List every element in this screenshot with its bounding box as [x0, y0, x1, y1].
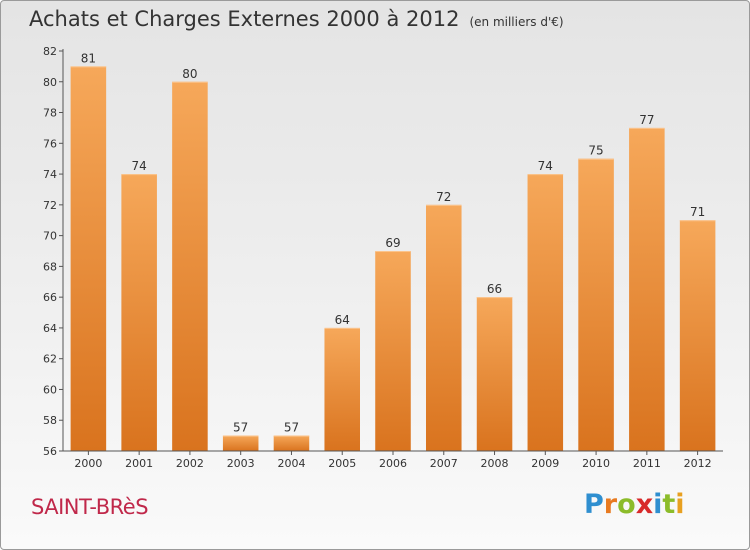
logo-letter: i [675, 489, 685, 520]
bar-value-label: 57 [233, 421, 248, 435]
x-tick-label: 2001 [125, 457, 153, 470]
logo-letter: x [635, 489, 654, 520]
chart-title: Achats et Charges Externes 2000 à 2012 (e… [29, 7, 564, 31]
y-tick-label: 82 [43, 45, 57, 58]
x-tick-label: 2002 [176, 457, 204, 470]
logo-letter: o [617, 489, 636, 520]
x-tick-label: 2000 [74, 457, 102, 470]
bar-value-label: 74 [132, 159, 147, 173]
bar [172, 81, 208, 452]
y-tick-label: 64 [43, 322, 57, 335]
x-tick-label: 2012 [684, 457, 712, 470]
place-name: SAINT-BRèS [31, 495, 149, 519]
bar-value-label: 80 [182, 67, 197, 81]
y-tick-label: 76 [43, 137, 57, 150]
bar [679, 220, 716, 451]
y-tick-label: 80 [43, 76, 57, 89]
bar-value-label: 69 [385, 236, 400, 250]
y-tick-label: 60 [43, 383, 57, 396]
bar-value-label: 81 [81, 51, 96, 65]
bar-value-label: 71 [690, 205, 705, 219]
x-tick-label: 2008 [481, 457, 509, 470]
bar [527, 174, 564, 452]
chart-title-text: Achats et Charges Externes 2000 à 2012 [29, 7, 460, 31]
bar-value-label: 75 [588, 144, 603, 158]
bar-value-label: 57 [284, 421, 299, 435]
bar-value-label: 66 [487, 282, 502, 296]
bar [578, 158, 614, 451]
bar [273, 435, 310, 451]
bar [476, 297, 513, 451]
bar [324, 327, 360, 451]
bar-value-label: 64 [335, 313, 350, 327]
y-tick-label: 62 [43, 353, 57, 366]
logo-letter: t [662, 489, 676, 520]
bar-value-label: 74 [538, 159, 553, 173]
x-tick-label: 2006 [379, 457, 407, 470]
y-tick-label: 56 [43, 445, 57, 458]
bar [121, 174, 157, 452]
x-tick-label: 2011 [633, 457, 661, 470]
x-tick-label: 2004 [277, 457, 305, 470]
x-tick-label: 2010 [582, 457, 610, 470]
bar-value-label: 77 [639, 113, 654, 127]
y-tick-label: 74 [43, 168, 57, 181]
bar-value-label: 72 [436, 190, 451, 204]
chart-subtitle: (en milliers d'€) [469, 15, 564, 29]
y-tick-label: 58 [43, 414, 57, 427]
y-tick-label: 72 [43, 199, 57, 212]
x-tick-label: 2007 [430, 457, 458, 470]
y-tick-label: 70 [43, 230, 57, 243]
y-tick-label: 68 [43, 260, 57, 273]
bar [70, 66, 107, 451]
y-tick-label: 66 [43, 291, 57, 304]
logo-letter: P [584, 489, 604, 520]
bar [375, 251, 411, 451]
y-tick-label: 78 [43, 107, 57, 120]
x-tick-label: 2009 [531, 457, 559, 470]
x-tick-label: 2005 [328, 457, 356, 470]
bar [222, 435, 259, 451]
bar [629, 127, 665, 451]
bar [426, 204, 462, 451]
x-tick-label: 2003 [227, 457, 255, 470]
proxiti-logo: Proxiti [584, 489, 685, 520]
logo-letter: r [603, 489, 618, 520]
logo-letter: i [653, 489, 663, 520]
